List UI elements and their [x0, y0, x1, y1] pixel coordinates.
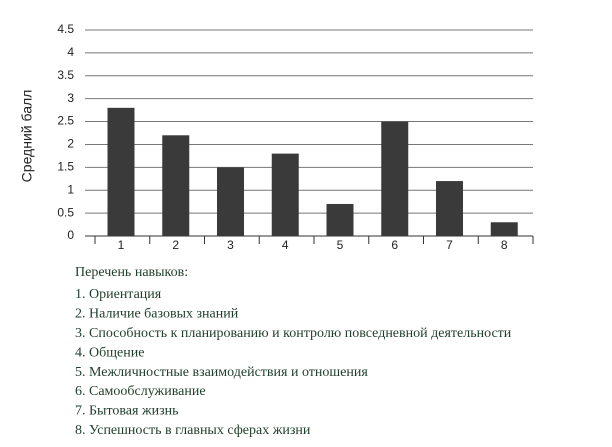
y-tick-label: 1.5: [57, 160, 74, 174]
note-item: 2. Наличие базовых знаний: [75, 307, 239, 322]
note-item: 3. Способность к планированию и контролю…: [75, 326, 512, 341]
x-tick-label: 7: [446, 238, 453, 252]
note-item: 7. Бытовая жизнь: [75, 404, 179, 419]
y-tick-label: 4.5: [57, 22, 74, 36]
x-tick-label: 4: [282, 238, 289, 252]
x-tick-label: 2: [172, 238, 179, 252]
note-item: 8. Успешность в главных сферах жизни: [75, 423, 311, 438]
y-tick-label: 1: [67, 182, 74, 196]
note-item: 1. Ориентация: [75, 287, 162, 302]
x-tick-label: 6: [391, 238, 398, 252]
bar: [490, 222, 518, 236]
bar: [271, 153, 299, 236]
bar: [381, 121, 409, 236]
bar: [326, 203, 354, 236]
y-axis-label: Средний балл: [19, 90, 35, 183]
bar: [107, 107, 135, 236]
x-tick-label: 5: [337, 238, 344, 252]
y-tick-label: 4: [67, 45, 74, 59]
x-tick-label: 8: [501, 238, 508, 252]
note-item: 6. Самообслуживание: [75, 384, 206, 399]
x-tick-label: 1: [118, 238, 125, 252]
note-item: 5. Межличностные взаимодействия и отноше…: [75, 365, 368, 380]
note-item: 4. Общение: [75, 345, 144, 360]
y-tick-label: 0: [67, 228, 74, 242]
x-tick-label: 3: [227, 238, 234, 252]
y-tick-label: 3: [67, 91, 74, 105]
bar: [436, 181, 463, 236]
y-tick-label: 2: [67, 137, 74, 151]
y-tick-label: 3.5: [57, 68, 74, 82]
bar: [217, 167, 244, 236]
notes-title: Перечень навыков:: [75, 265, 188, 280]
bar: [162, 135, 190, 236]
y-tick-label: 2.5: [57, 114, 74, 128]
y-tick-label: 0.5: [57, 205, 74, 219]
